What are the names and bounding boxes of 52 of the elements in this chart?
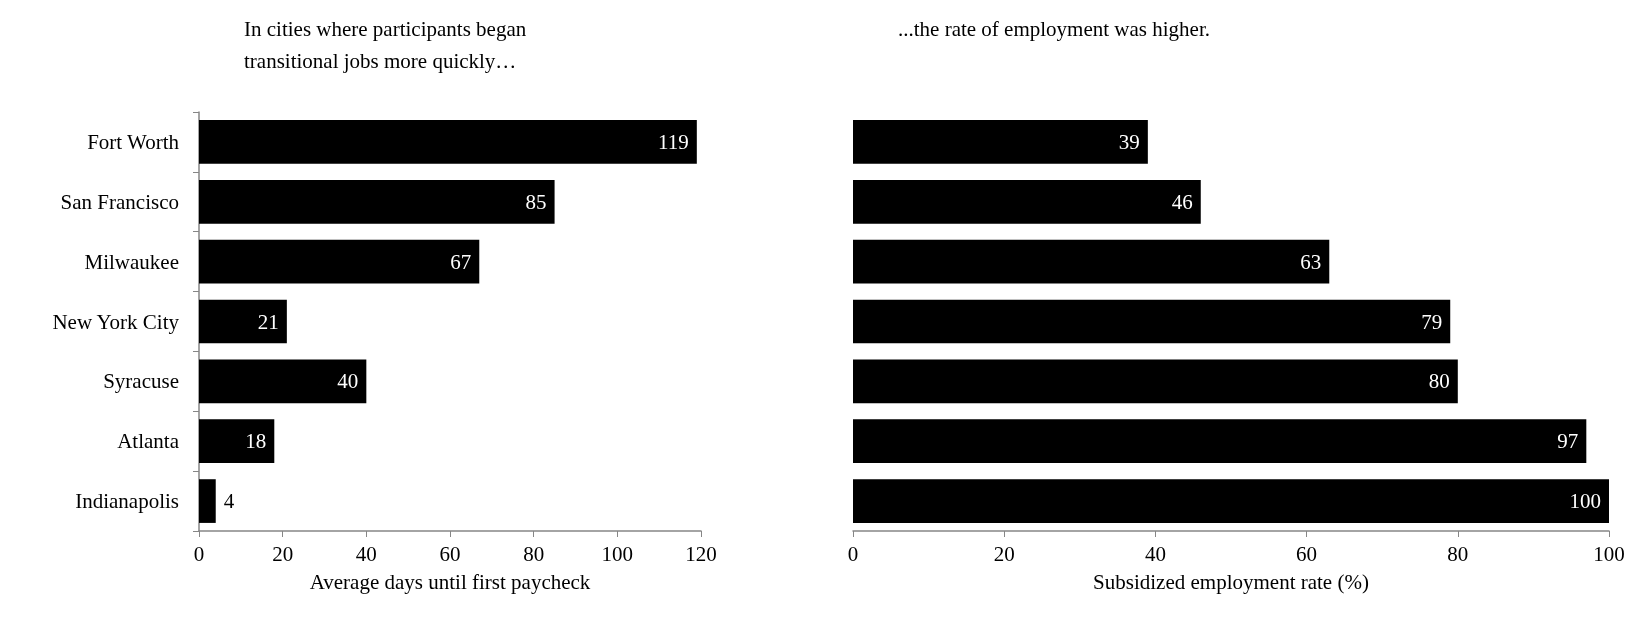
y-tick-label: Milwaukee [84,249,179,274]
data-label: 119 [658,129,689,154]
x-tick-label: 0 [193,541,205,566]
x-tick-label: 20 [272,541,294,566]
x-tick-label: 80 [523,541,545,566]
data-label: 80 [1428,369,1450,394]
bar [199,239,480,284]
bar [853,239,1330,284]
x-tick-label: 40 [1144,541,1166,566]
y-tick-label: Syracuse [103,369,179,394]
bar [199,479,216,523]
y-tick-label: Indianapolis [75,489,179,514]
bar [199,359,367,404]
x-tick-label: 120 [685,541,717,566]
data-label: 21 [257,309,279,334]
x-tick-label: 60 [439,541,461,566]
data-label: 67 [450,249,472,274]
bar [853,179,1201,224]
chart-title: ...the rate of employment was higher. [898,17,1210,41]
x-tick-label: 60 [1296,541,1318,566]
data-label: 46 [1171,189,1193,214]
bar [199,120,697,164]
x-tick-label: 40 [355,541,377,566]
x-tick-label: 0 [847,541,859,566]
y-tick-label: Atlanta [117,429,180,454]
x-tick-label: 100 [601,541,634,566]
data-label: 85 [525,189,547,214]
bar [199,299,287,344]
x-tick-label: 80 [1447,541,1469,566]
bar [853,479,1609,523]
data-label: 39 [1118,129,1140,154]
data-label: 4 [223,489,235,514]
data-label: 100 [1569,489,1601,514]
x-tick-label: 20 [993,541,1015,566]
bar [853,120,1148,164]
bar [199,179,555,224]
x-axis-title: Subsidized employment rate (%) [1093,569,1369,594]
data-label: 40 [337,369,359,394]
data-label: 18 [245,429,267,454]
x-tick-label: 100 [1593,541,1625,566]
data-label: 97 [1557,429,1579,454]
y-tick-label: New York City [52,309,180,334]
bar [199,419,275,464]
bar [853,419,1587,464]
bar [853,299,1451,344]
chart-title: In cities where participants began transitional jobs more quickly… [244,17,527,73]
data-label: 63 [1300,249,1322,274]
bar [853,359,1458,404]
y-tick-label: San Francisco [60,189,179,214]
data-label: 79 [1421,309,1443,334]
y-tick-label: Fort Worth [87,129,180,154]
x-axis-title: Average days until first paycheck [309,569,591,594]
